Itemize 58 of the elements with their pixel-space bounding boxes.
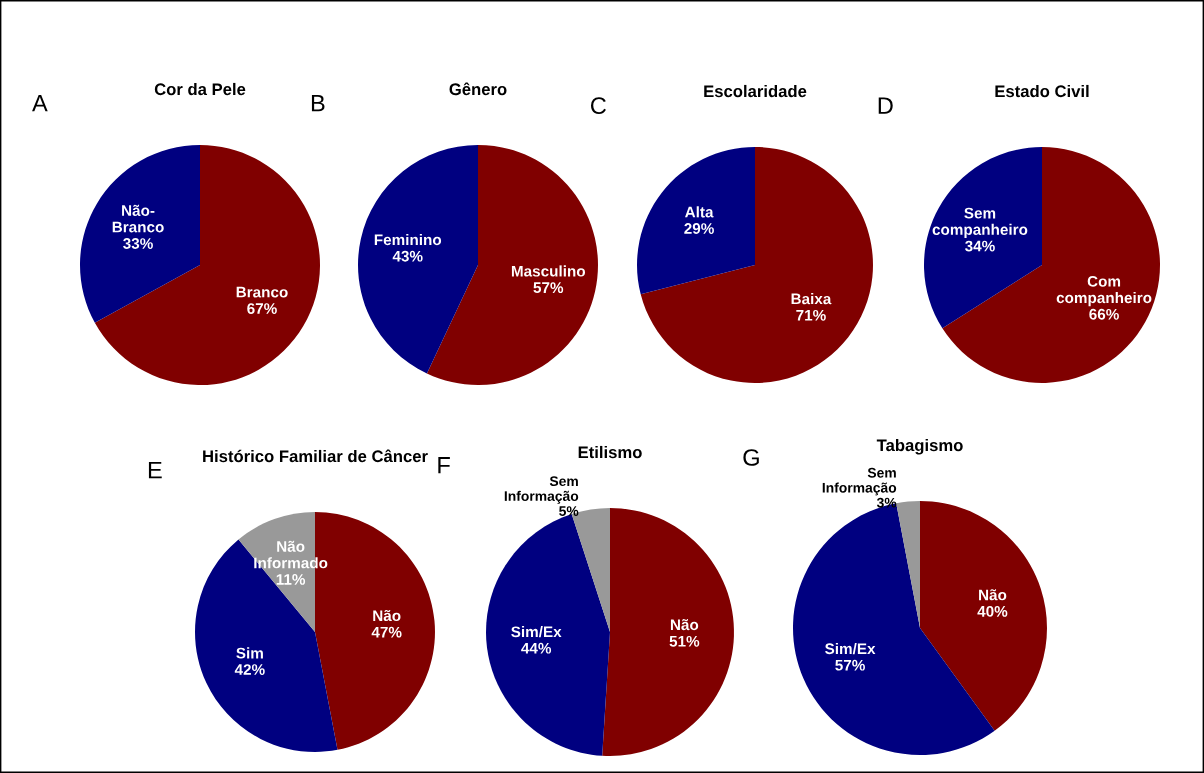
pie-slice	[195, 539, 338, 752]
data-label: 3%	[876, 497, 897, 508]
slice-label: Sim/Ex	[511, 625, 562, 638]
slice-label: Baixa	[791, 293, 832, 305]
slice-label: Sem companheiro	[932, 207, 1028, 239]
chart-title: Gênero	[449, 82, 507, 96]
slice-label: Feminino	[374, 233, 442, 246]
slice-label: Sem Informação	[504, 476, 579, 504]
data-label: 42%	[234, 664, 265, 675]
pie-slice	[924, 147, 1042, 329]
data-label: 71%	[796, 309, 826, 321]
data-label: 66%	[1089, 308, 1119, 320]
text: E	[148, 462, 162, 479]
slice-label: Alta	[685, 206, 714, 218]
data-label: 34%	[965, 240, 995, 252]
slice-label: Branco	[236, 286, 288, 298]
chart-title: Etilismo	[578, 445, 642, 459]
data-label: 44%	[521, 642, 552, 654]
data-label: 67%	[247, 303, 277, 314]
slice-label: Não	[670, 619, 699, 631]
data-label: 57%	[533, 282, 564, 294]
data-label: 51%	[669, 635, 700, 647]
slice-label: Sem Informação	[822, 467, 897, 496]
chart-title: Estado Civil	[995, 84, 1089, 98]
chart-title: Escolaridade	[704, 84, 807, 98]
data-label: 40%	[977, 605, 1008, 617]
text: A	[32, 95, 48, 112]
text: C	[591, 97, 606, 115]
pie-slice	[640, 147, 873, 383]
data-label: 47%	[371, 626, 402, 638]
slice-label: Sim/Ex	[825, 642, 876, 655]
slice-label: Não	[979, 589, 1007, 601]
text: D	[878, 97, 893, 114]
slice-label: Com companheiro	[1056, 275, 1152, 307]
slice-label: Sim	[236, 647, 263, 659]
data-label: 11%	[276, 574, 306, 585]
slice-label: Não	[373, 609, 401, 622]
text: F	[438, 457, 450, 474]
data-label: 57%	[835, 659, 865, 671]
pie-slice	[896, 501, 920, 628]
text: B	[311, 95, 325, 112]
data-label: 43%	[392, 250, 423, 262]
slice-label: Masculino	[511, 265, 586, 277]
pie-slice	[358, 145, 478, 374]
pie-slice	[80, 145, 200, 323]
data-label: 5%	[559, 506, 579, 516]
pie-slice	[602, 508, 734, 756]
pie-slice	[94, 145, 320, 385]
text: G	[743, 449, 759, 466]
data-label: 29%	[684, 223, 714, 234]
chart-title: Histórico Familiar de Câncer	[203, 449, 428, 463]
slice-label: Não- Branco	[112, 204, 164, 233]
data-label: 33%	[123, 238, 153, 249]
chart-title: Tabagismo	[876, 438, 963, 455]
chart-title: Cor da Pele	[154, 82, 246, 96]
pie-slice	[486, 514, 610, 756]
pie-slice	[637, 147, 755, 295]
pie-slice	[920, 501, 1047, 731]
